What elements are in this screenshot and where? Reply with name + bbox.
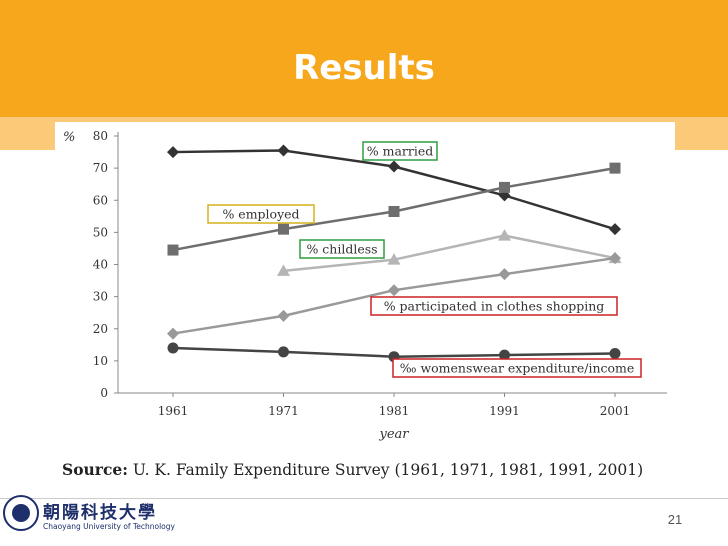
x-tick-label: 1981 xyxy=(379,404,410,418)
university-logo: 朝陽科技大學 Chaoyang University of Technology xyxy=(3,495,175,539)
data-point xyxy=(278,346,289,358)
source-text: U. K. Family Expenditure Survey (1961, 1… xyxy=(128,461,644,479)
data-point xyxy=(609,223,621,236)
series-label: % employed xyxy=(222,207,299,222)
series-label-box xyxy=(362,141,438,161)
chart-panel xyxy=(55,122,675,452)
series-label-box xyxy=(207,204,315,224)
y-tick-label: 80 xyxy=(93,129,108,143)
data-point xyxy=(498,229,511,241)
y-tick-label: 70 xyxy=(93,161,108,175)
y-tick-label: 60 xyxy=(93,193,108,207)
x-tick-label: 1971 xyxy=(268,404,299,418)
data-point xyxy=(609,162,621,174)
data-point xyxy=(167,342,179,354)
data-point xyxy=(388,160,400,173)
data-point xyxy=(167,146,179,159)
y-tick-label: 40 xyxy=(93,258,108,272)
data-point xyxy=(277,309,290,322)
y-tick-label: 10 xyxy=(93,354,108,368)
data-point xyxy=(167,244,179,256)
data-point xyxy=(499,349,510,361)
data-point xyxy=(498,189,511,202)
series-label-box xyxy=(370,296,618,316)
line-chart: 0 10 20 30 40 50 60 70 80% 1961 1971 1981 1991 2001 ye… xyxy=(63,129,667,442)
logo-chinese-name: 朝陽科技大學 xyxy=(43,503,157,523)
y-axis-label: % xyxy=(63,130,75,145)
y-tick-label: 0 xyxy=(100,386,108,400)
data-point xyxy=(277,144,290,157)
series-label-box xyxy=(392,358,642,378)
series-label: % married xyxy=(367,144,434,159)
x-tick-label: 1991 xyxy=(489,404,520,418)
series-label: % participated in clothes shopping xyxy=(384,299,605,314)
data-point xyxy=(388,284,400,297)
source-note: Source: U. K. Family Expenditure Survey … xyxy=(62,460,722,479)
series-line xyxy=(283,234,616,273)
source-label: Source: xyxy=(62,460,128,479)
data-point xyxy=(387,253,401,265)
page-number: 21 xyxy=(667,512,683,527)
data-point xyxy=(278,223,289,235)
series-label-box xyxy=(299,239,385,259)
data-point xyxy=(498,268,511,281)
data-point xyxy=(388,205,400,217)
series-label: % childless xyxy=(306,242,377,257)
series-label: ‰ womenswear expenditure/income xyxy=(400,361,635,376)
x-tick-label: 2001 xyxy=(600,404,631,418)
y-tick-label: 30 xyxy=(93,290,108,304)
data-point xyxy=(277,264,290,276)
data-point xyxy=(167,327,179,340)
footer-divider xyxy=(0,498,728,499)
y-tick-label: 50 xyxy=(93,225,108,239)
data-point xyxy=(609,252,621,265)
x-axis-label: year xyxy=(378,427,409,442)
slide-title: Results xyxy=(293,48,435,88)
x-tick-label: 1961 xyxy=(158,404,189,418)
data-point xyxy=(499,181,510,193)
y-tick-label: 20 xyxy=(93,322,108,336)
data-point xyxy=(609,347,621,359)
logo-english-name: Chaoyang University of Technology xyxy=(43,522,175,531)
university-seal-icon xyxy=(3,495,39,531)
